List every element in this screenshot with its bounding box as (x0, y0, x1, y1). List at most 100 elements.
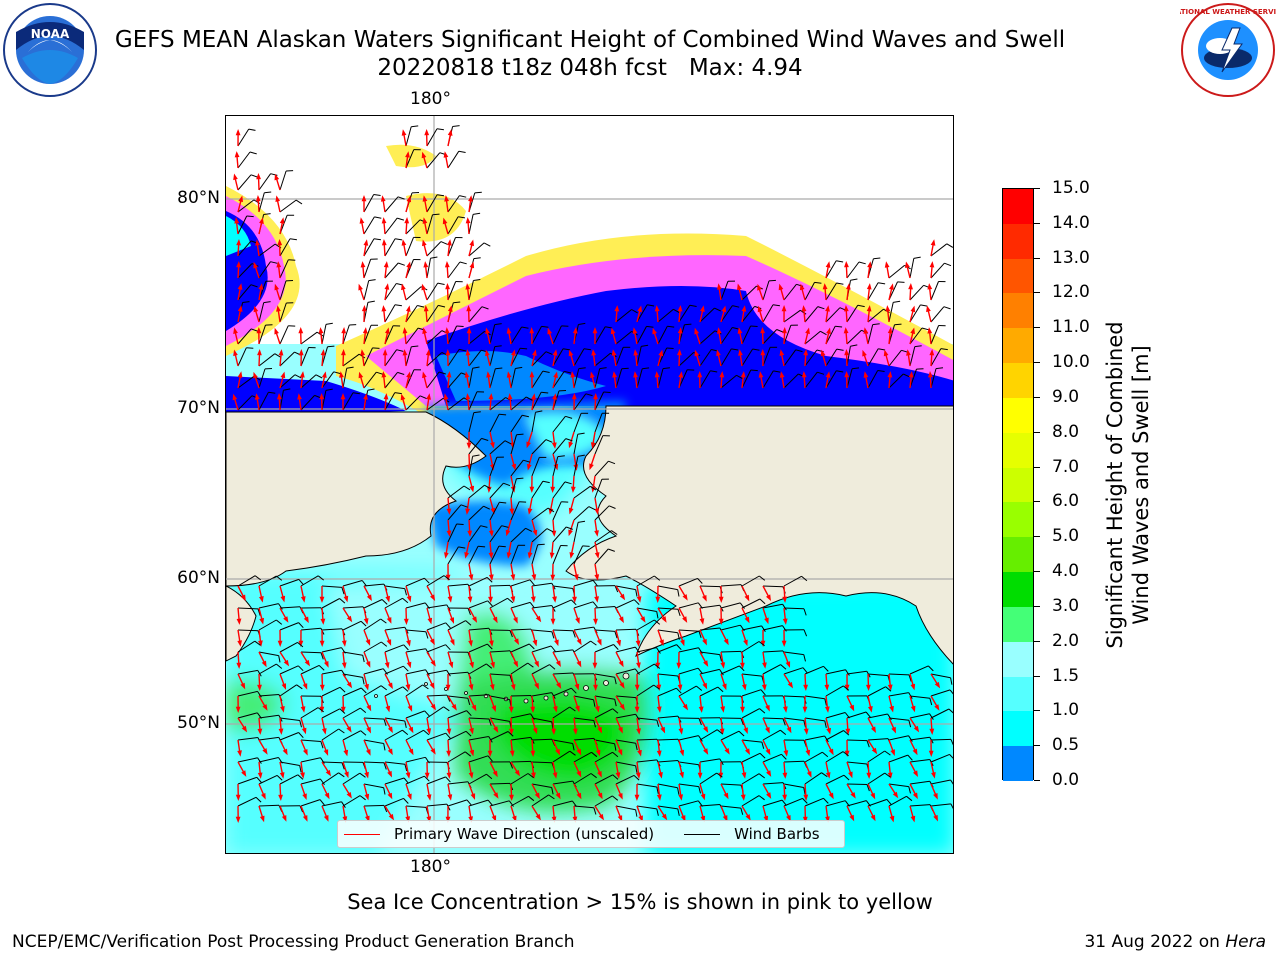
wind-barb-flag (761, 625, 766, 632)
wind-barb (468, 663, 487, 675)
wind-barb-flag (613, 644, 619, 650)
wave-arrow-head (444, 261, 450, 268)
wave-arrow-head (341, 327, 347, 334)
wave-arrow-head (468, 640, 473, 647)
wind-barb (930, 779, 951, 785)
wind-barb (741, 325, 752, 345)
wave-arrow-head (233, 327, 238, 334)
wave-arrow-head (406, 305, 411, 312)
wind-barb (615, 347, 624, 367)
wind-barb-flag (443, 575, 450, 581)
wind-barb (909, 736, 930, 741)
wind-barb-flag (250, 328, 258, 332)
wave-arrow-head (677, 327, 683, 334)
wave-arrow-head (590, 371, 595, 379)
colorbar-tick (1034, 780, 1040, 781)
wind-barb-flag (673, 308, 680, 314)
wind-barb-flag (346, 366, 354, 369)
wind-barb (258, 392, 269, 411)
wave-arrow-head (786, 815, 791, 822)
wave-arrow-head (934, 681, 941, 689)
wind-barb (384, 777, 405, 785)
wave-arrow-head (422, 217, 428, 224)
wind-barb (300, 739, 321, 742)
wind-barb-flag (446, 694, 451, 702)
wind-barb-flag (897, 281, 905, 283)
wind-barb (510, 545, 519, 565)
wave-arrow-head (303, 749, 308, 756)
wind-barb-flag (578, 520, 586, 523)
wave-arrow-head (366, 594, 372, 602)
wind-barb (657, 644, 677, 653)
wind-barb (720, 602, 741, 609)
wave-arrow-head (593, 684, 598, 691)
wind-barb (825, 669, 846, 675)
wave-arrow-head (509, 508, 515, 515)
wave-arrow-head (405, 772, 411, 779)
wave-arrow-head (828, 792, 834, 800)
wave-arrow-head (358, 283, 363, 291)
wave-arrow-head (319, 640, 325, 647)
wind-barb (321, 761, 343, 764)
wind-barb (594, 391, 605, 411)
wave-arrow-head (677, 349, 682, 356)
wave-arrow-head (782, 618, 788, 625)
wind-barb (657, 308, 674, 323)
colorbar-tick (1034, 640, 1040, 642)
wind-barb-flag (383, 762, 387, 770)
wind-barb (636, 368, 643, 389)
wind-barb (783, 783, 804, 788)
wave-arrow-head (553, 371, 558, 379)
wind-barb-flag (634, 668, 640, 675)
wind-barb-flag (278, 603, 283, 610)
wave-arrow-head (697, 371, 703, 378)
wind-barb-flag (402, 729, 409, 735)
wave-arrow-head (532, 349, 537, 356)
wind-barb-flag (495, 367, 503, 370)
wave-arrow-head (887, 327, 893, 334)
wave-arrow-head (820, 349, 826, 357)
wind-barb (573, 413, 582, 433)
wind-barb-flag (614, 677, 617, 685)
wave-arrow-head (262, 748, 268, 755)
wave-arrow-head (654, 305, 660, 312)
wind-barb-flag (858, 261, 866, 265)
wave-arrow-head (744, 616, 750, 624)
wind-barb-flag (588, 506, 596, 511)
wind-barb (552, 649, 573, 653)
wind-barb-flag (466, 710, 472, 717)
wind-barb (279, 325, 289, 345)
wind-barb (573, 485, 591, 499)
wind-barb-flag (453, 301, 461, 304)
colorbar-title-line-1: Significant Height of Combined (1103, 321, 1127, 649)
wave-arrow-head (844, 349, 849, 356)
wave-arrow-head (928, 750, 934, 757)
wave-arrow-head (385, 327, 390, 334)
wind-barb-flag (852, 367, 860, 370)
wind-barb-flag (504, 440, 512, 445)
wind-barb (699, 651, 720, 656)
wind-barb-flag (944, 262, 952, 267)
wind-barb (426, 694, 448, 697)
wave-arrow-head (576, 660, 582, 668)
wind-barb (741, 752, 761, 763)
wind-barb-flag (402, 597, 409, 604)
wave-arrow-head (787, 681, 793, 689)
wind-barb-flag (278, 655, 281, 663)
wind-barb (447, 504, 462, 521)
wind-barb (615, 599, 635, 609)
wind-barb-flag (499, 413, 507, 416)
wind-barb-flag (653, 575, 661, 581)
wind-barb (237, 395, 253, 411)
wave-arrow-head (535, 813, 541, 821)
wave-arrow-head (490, 661, 495, 669)
wind-barb-flag (929, 698, 933, 706)
wind-barb (510, 628, 532, 631)
wave-arrow-head (618, 660, 624, 668)
wind-barb-flag (545, 439, 553, 443)
wave-arrow-head (682, 703, 688, 711)
wave-arrow-head (892, 791, 899, 799)
wave-arrow-head (300, 706, 306, 713)
wind-barb-flag (333, 371, 341, 375)
wave-arrow-head (321, 728, 327, 735)
